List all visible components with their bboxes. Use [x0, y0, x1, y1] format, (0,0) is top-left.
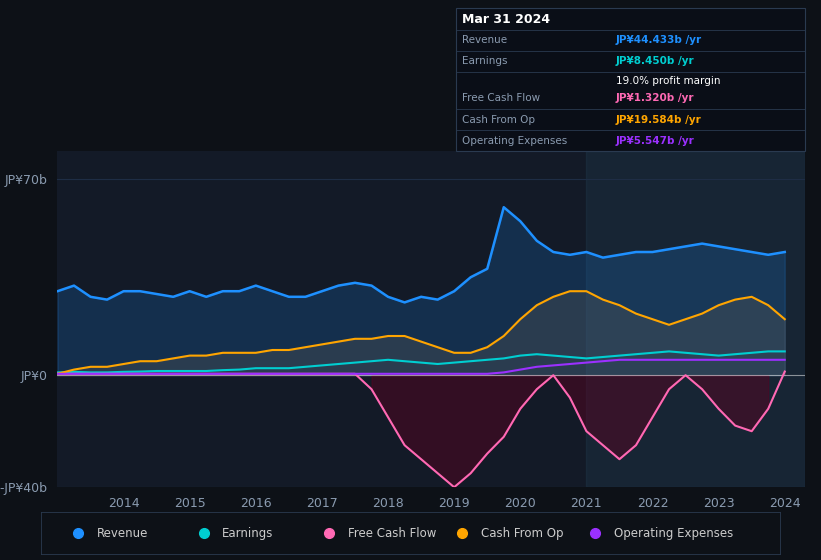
Text: JP¥19.584b /yr: JP¥19.584b /yr: [616, 115, 701, 124]
Text: Free Cash Flow: Free Cash Flow: [348, 527, 436, 540]
Bar: [586, 151, 805, 487]
Text: Operating Expenses: Operating Expenses: [462, 136, 567, 146]
Text: Mar 31 2024: Mar 31 2024: [462, 13, 550, 26]
Text: Cash From Op: Cash From Op: [462, 115, 535, 124]
Text: Operating Expenses: Operating Expenses: [613, 527, 733, 540]
Text: Earnings: Earnings: [462, 57, 507, 66]
Text: Revenue: Revenue: [97, 527, 148, 540]
Text: JP¥1.320b /yr: JP¥1.320b /yr: [616, 94, 695, 103]
Text: JP¥5.547b /yr: JP¥5.547b /yr: [616, 136, 695, 146]
Text: Free Cash Flow: Free Cash Flow: [462, 94, 540, 103]
Text: Revenue: Revenue: [462, 35, 507, 45]
Text: Earnings: Earnings: [222, 527, 273, 540]
Text: 19.0% profit margin: 19.0% profit margin: [616, 76, 720, 86]
Text: JP¥8.450b /yr: JP¥8.450b /yr: [616, 57, 695, 66]
Text: Cash From Op: Cash From Op: [481, 527, 563, 540]
Text: JP¥44.433b /yr: JP¥44.433b /yr: [616, 35, 702, 45]
